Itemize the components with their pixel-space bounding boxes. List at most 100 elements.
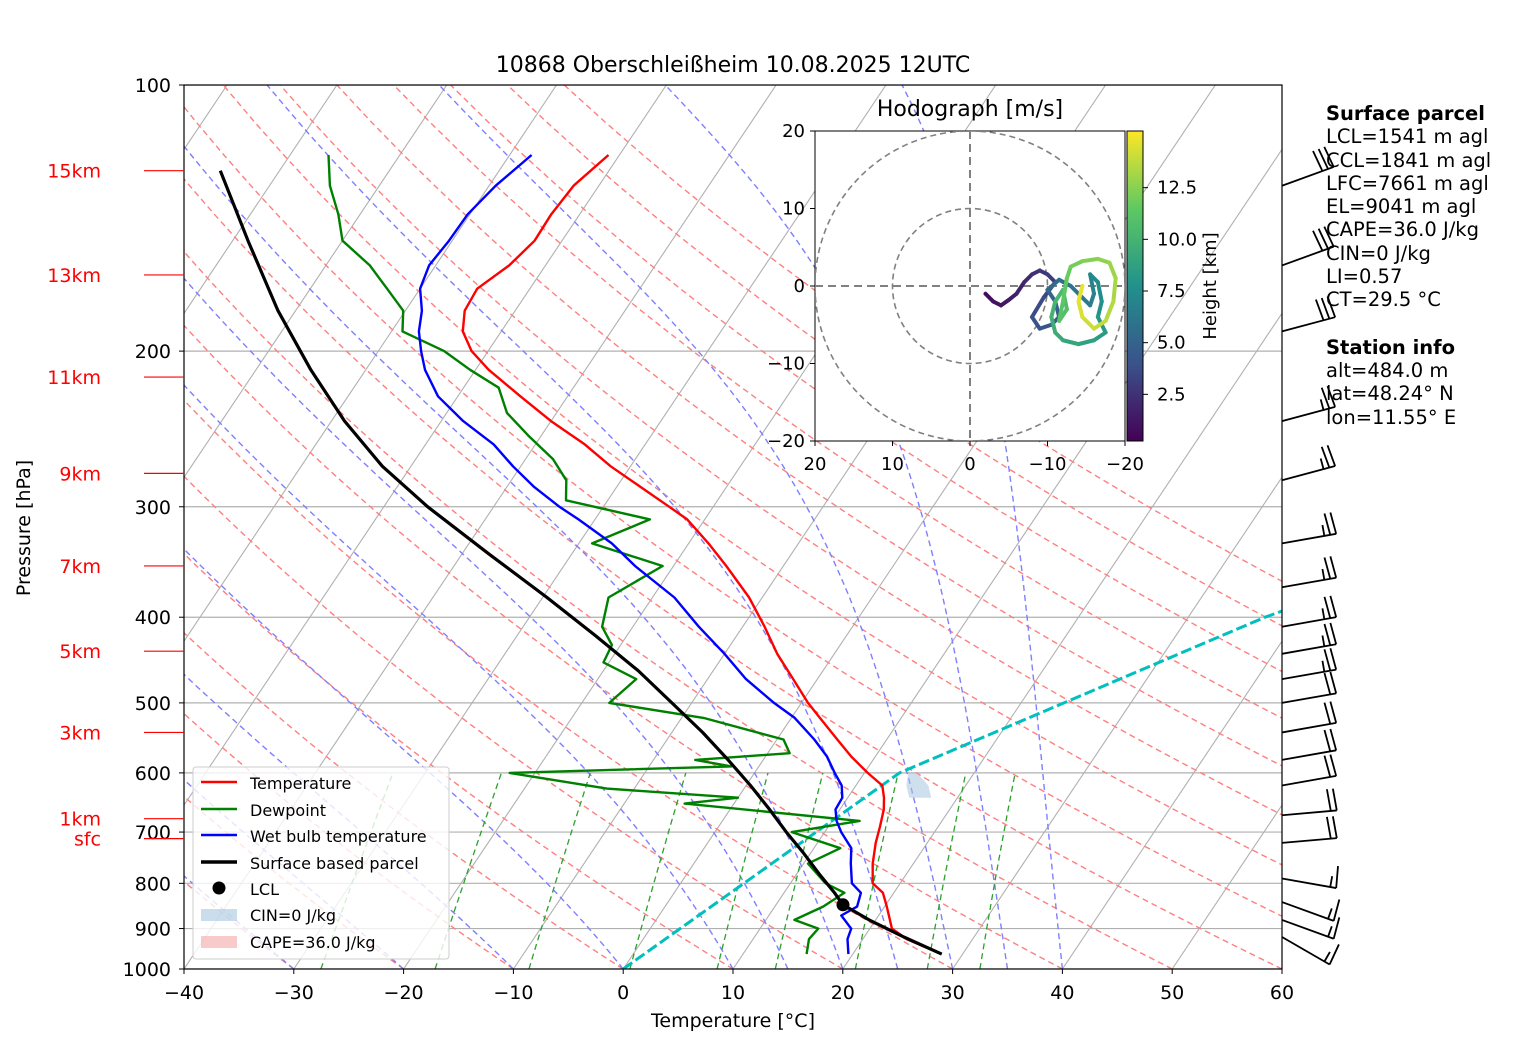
- surface-parcel-heading: Surface parcel: [1326, 102, 1485, 125]
- hodograph-x-tick-label: 20: [804, 454, 827, 475]
- isotherm: [1171, 804, 1282, 969]
- wind-barb-flag: [1323, 513, 1332, 536]
- y-tick-label: 100: [135, 75, 171, 97]
- legend-lcl-marker: [212, 881, 226, 895]
- height-label: 13km: [47, 265, 101, 287]
- mixing-ratio-line: [854, 772, 899, 969]
- wind-barb-staff: [1281, 809, 1337, 817]
- y-tick-label: 200: [135, 341, 171, 363]
- wind-barb: [1281, 816, 1338, 844]
- dry-adiabat: [184, 250, 1173, 969]
- moist-adiabat: [184, 548, 624, 969]
- hodograph-segment: [1049, 299, 1058, 319]
- hodograph-x-tick-label: 10: [881, 454, 904, 475]
- wind-barb: [1281, 865, 1339, 889]
- mixing-ratio-line: [528, 772, 591, 969]
- wind-barb-flag: [1332, 917, 1341, 939]
- x-tick-label: −30: [274, 982, 314, 1004]
- temperature-line: [461, 154, 943, 956]
- wind-barb-staff: [1281, 465, 1336, 482]
- wind-barb-flag: [1323, 226, 1335, 248]
- wind-barb-half-flag: [1323, 951, 1331, 962]
- wind-barb-flag: [1326, 385, 1336, 408]
- x-tick-label: −40: [164, 982, 204, 1004]
- wind-barb-flag: [1323, 623, 1332, 646]
- height-label: 5km: [59, 641, 101, 663]
- wind-barb-staff: [1281, 901, 1334, 922]
- hodograph-segment: [1064, 264, 1073, 281]
- wind-barb-flag: [1323, 729, 1332, 752]
- wind-barb-flag: [1329, 728, 1338, 751]
- wind-barb-half-flag: [1319, 399, 1325, 411]
- moist-adiabat: [266, 85, 899, 969]
- hodograph-segment: [1045, 277, 1062, 292]
- x-tick-label: 50: [1160, 982, 1184, 1004]
- hodograph-segment: [1037, 322, 1054, 331]
- hodograph-segment: [1049, 315, 1058, 335]
- lcl-marker: [836, 898, 850, 912]
- info-panel: Surface parcel LCL=1541 m agl CCL=1841 m…: [1326, 102, 1491, 429]
- wind-barb-flag: [1323, 672, 1332, 695]
- surface-parcel-lcl: LCL=1541 m agl: [1326, 125, 1489, 149]
- dry-adiabat: [184, 475, 844, 969]
- isotherm: [184, 85, 667, 807]
- mixing-ratio-line: [774, 772, 824, 969]
- hodograph-segment: [1107, 260, 1118, 281]
- y-tick-label: 600: [135, 763, 171, 785]
- legend-lcl-label: LCL: [250, 880, 279, 899]
- wind-barb: [1281, 445, 1336, 482]
- legend-temperature-label: Temperature: [249, 774, 351, 793]
- wind-barb-flag: [1331, 788, 1338, 811]
- wind-barb-half-flag: [1321, 568, 1326, 580]
- wind-barb-flag: [1312, 230, 1324, 252]
- hodograph-segment: [1076, 284, 1085, 304]
- mixing-ratio-line: [629, 772, 687, 969]
- legend-cape-swatch: [201, 936, 237, 948]
- wind-barb-flag: [1329, 671, 1338, 694]
- wind-barb-flag: [1323, 755, 1332, 778]
- surface-parcel-li: LI=0.57: [1326, 265, 1403, 289]
- x-tick-label: 30: [941, 982, 965, 1004]
- hodograph-segment: [1061, 338, 1081, 347]
- wind-barb: [1281, 296, 1336, 333]
- hodograph-segment: [1080, 256, 1100, 264]
- station-info-lat: lat=48.24° N: [1326, 382, 1454, 406]
- dry-adiabat: [222, 85, 1282, 866]
- wind-barb-half-flag: [1321, 635, 1326, 647]
- y-tick-label: 500: [135, 693, 171, 715]
- x-axis-label: Temperature [°C]: [650, 1010, 815, 1032]
- wind-barb-flag: [1320, 387, 1331, 409]
- wind-barb: [1281, 512, 1338, 545]
- legend-cin-label: CIN=0 J/kg: [250, 906, 336, 925]
- x-tick-label: 10: [721, 982, 745, 1004]
- wind-barbs: [1281, 146, 1341, 966]
- wind-barb-staff: [1281, 668, 1337, 681]
- isotherm: [952, 476, 1282, 969]
- wind-barb-staff: [1281, 721, 1337, 734]
- hodograph-segment: [1080, 315, 1096, 331]
- station-info-lon: lon=11.55° E: [1326, 405, 1457, 429]
- height-label: 3km: [59, 722, 101, 744]
- wind-barb-flag: [1323, 596, 1332, 619]
- wind-barb-flag: [1315, 299, 1325, 321]
- surface-parcel-ccl: CCL=1841 m agl: [1326, 148, 1492, 172]
- wind-barb-staff: [1281, 643, 1337, 655]
- hodograph-segment: [1111, 276, 1118, 304]
- wind-barb-staff: [1281, 245, 1334, 267]
- legend-cape-label: CAPE=36.0 J/kg: [250, 933, 376, 952]
- colorbar-label: Height [km]: [1200, 232, 1221, 339]
- surface-parcel-cape: CAPE=36.0 J/kg: [1326, 218, 1479, 242]
- y-tick-label: 1000: [123, 959, 171, 981]
- wind-barb-flag: [1317, 148, 1329, 170]
- legend-parcel-label: Surface based parcel: [250, 854, 419, 873]
- wind-barb-half-flag: [1327, 926, 1333, 937]
- legend-box: [192, 766, 450, 960]
- wind-barb-flag: [1329, 556, 1338, 578]
- wind-barb: [1281, 936, 1340, 966]
- wind-barb: [1281, 556, 1338, 589]
- height-label: 1km: [59, 809, 101, 831]
- hodograph-x-tick-label: −10: [1029, 454, 1067, 475]
- wetbulb-line: [417, 154, 863, 955]
- mixing-ratio-line: [716, 772, 769, 969]
